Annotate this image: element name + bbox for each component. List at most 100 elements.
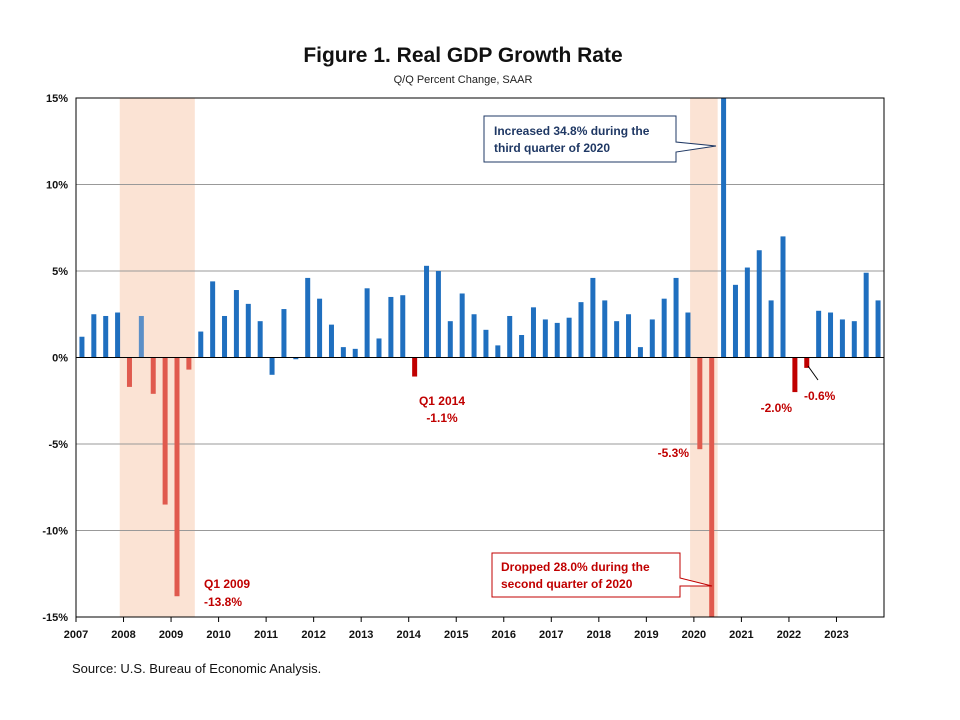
bar[interactable] (198, 331, 204, 358)
y-tick-label: 10% (46, 180, 68, 192)
source-note: Source: U.S. Bureau of Economic Analysis… (72, 661, 322, 676)
bar[interactable] (519, 335, 525, 358)
bar[interactable] (435, 271, 441, 358)
x-tick-label: 2008 (111, 629, 135, 641)
x-tick-label: 2012 (301, 629, 325, 641)
bar[interactable] (186, 357, 192, 370)
bar[interactable] (376, 338, 382, 358)
bar[interactable] (554, 322, 560, 358)
bar[interactable] (483, 329, 489, 358)
bar[interactable] (828, 312, 834, 358)
bar[interactable] (174, 357, 180, 597)
bar[interactable] (352, 348, 358, 358)
bar[interactable] (317, 298, 323, 358)
bar[interactable] (340, 347, 346, 358)
bar[interactable] (126, 357, 132, 387)
bar[interactable] (269, 357, 275, 375)
bar[interactable] (602, 300, 608, 358)
callout-text: second quarter of 2020 (501, 577, 633, 591)
annotation-label: Q1 2014 (419, 394, 465, 408)
bar[interactable] (756, 250, 762, 358)
callout-box-increase (483, 115, 717, 163)
bar[interactable] (875, 300, 881, 358)
bar[interactable] (257, 321, 263, 358)
bar[interactable] (507, 315, 513, 358)
bar[interactable] (590, 277, 596, 358)
callout-box-drop (491, 552, 713, 598)
bar[interactable] (424, 265, 430, 358)
bar[interactable] (697, 357, 703, 450)
bar[interactable] (281, 309, 287, 358)
bar[interactable] (614, 321, 620, 358)
x-tick-label: 2009 (159, 629, 183, 641)
bar[interactable] (388, 296, 394, 358)
y-tick-label: -15% (42, 612, 68, 624)
bar[interactable] (305, 277, 311, 358)
bar[interactable] (495, 345, 501, 358)
bar[interactable] (364, 288, 370, 358)
callout-text: third quarter of 2020 (494, 141, 610, 155)
x-tick-label: 2007 (64, 629, 88, 641)
y-tick-label: -10% (42, 526, 68, 538)
bar[interactable] (233, 290, 239, 358)
annotation-label: -0.6% (804, 389, 836, 403)
bar[interactable] (79, 336, 85, 358)
x-tick-label: 2014 (396, 629, 421, 641)
bar[interactable] (768, 300, 774, 358)
bar[interactable] (816, 310, 822, 358)
x-tick-label: 2018 (587, 629, 611, 641)
bar[interactable] (566, 317, 572, 358)
bar[interactable] (210, 281, 216, 358)
bar[interactable] (412, 357, 418, 377)
annotation-label: -13.8% (204, 595, 242, 609)
bar[interactable] (804, 357, 810, 368)
bar[interactable] (780, 236, 786, 358)
x-tick-label: 2013 (349, 629, 373, 641)
chart-title: Figure 1. Real GDP Growth Rate (303, 44, 623, 67)
bar[interactable] (400, 295, 406, 358)
y-tick-label: 0% (52, 353, 68, 365)
bar[interactable] (626, 314, 632, 358)
bar[interactable] (721, 98, 727, 358)
y-tick-label: 15% (46, 93, 68, 105)
bar[interactable] (530, 307, 536, 358)
bar[interactable] (138, 315, 144, 358)
bar[interactable] (222, 315, 228, 358)
bar[interactable] (245, 303, 251, 358)
bar[interactable] (709, 357, 715, 618)
bar[interactable] (150, 357, 156, 394)
bar[interactable] (673, 277, 679, 358)
plot-area (75, 97, 885, 618)
x-tick-label: 2023 (824, 629, 848, 641)
y-tick-label: -5% (48, 439, 68, 451)
annotation-label: Q1 2009 (204, 577, 250, 591)
bar[interactable] (792, 357, 798, 393)
bar[interactable] (447, 321, 453, 358)
bar[interactable] (863, 272, 869, 358)
bar[interactable] (649, 319, 655, 358)
bar[interactable] (685, 312, 691, 358)
bar[interactable] (744, 267, 750, 358)
bar[interactable] (328, 324, 334, 358)
bar[interactable] (661, 298, 667, 358)
callout-text: Dropped 28.0% during the (501, 560, 650, 574)
x-tick-label: 2010 (206, 629, 230, 641)
bar[interactable] (103, 315, 109, 358)
bar[interactable] (91, 314, 97, 358)
bar[interactable] (542, 319, 548, 358)
chart-subtitle: Q/Q Percent Change, SAAR (393, 74, 533, 86)
bar[interactable] (459, 293, 465, 358)
bar[interactable] (578, 302, 584, 358)
bar[interactable] (293, 357, 299, 360)
x-tick-label: 2020 (682, 629, 706, 641)
bar[interactable] (471, 314, 477, 358)
annotation-label: -2.0% (761, 401, 793, 415)
bar[interactable] (115, 312, 121, 358)
bar[interactable] (162, 357, 168, 505)
bar[interactable] (851, 321, 857, 358)
callout-text: Increased 34.8% during the (494, 124, 650, 138)
bar[interactable] (732, 284, 738, 358)
bar[interactable] (839, 319, 845, 358)
bar[interactable] (637, 347, 643, 358)
x-tick-label: 2015 (444, 629, 468, 641)
